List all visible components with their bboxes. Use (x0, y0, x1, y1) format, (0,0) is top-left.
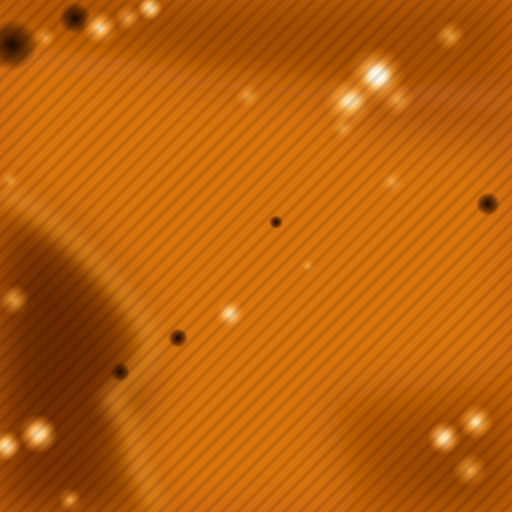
lattice-stripes (0, 0, 512, 512)
scan-surface (0, 0, 512, 512)
scan-image (0, 0, 512, 512)
